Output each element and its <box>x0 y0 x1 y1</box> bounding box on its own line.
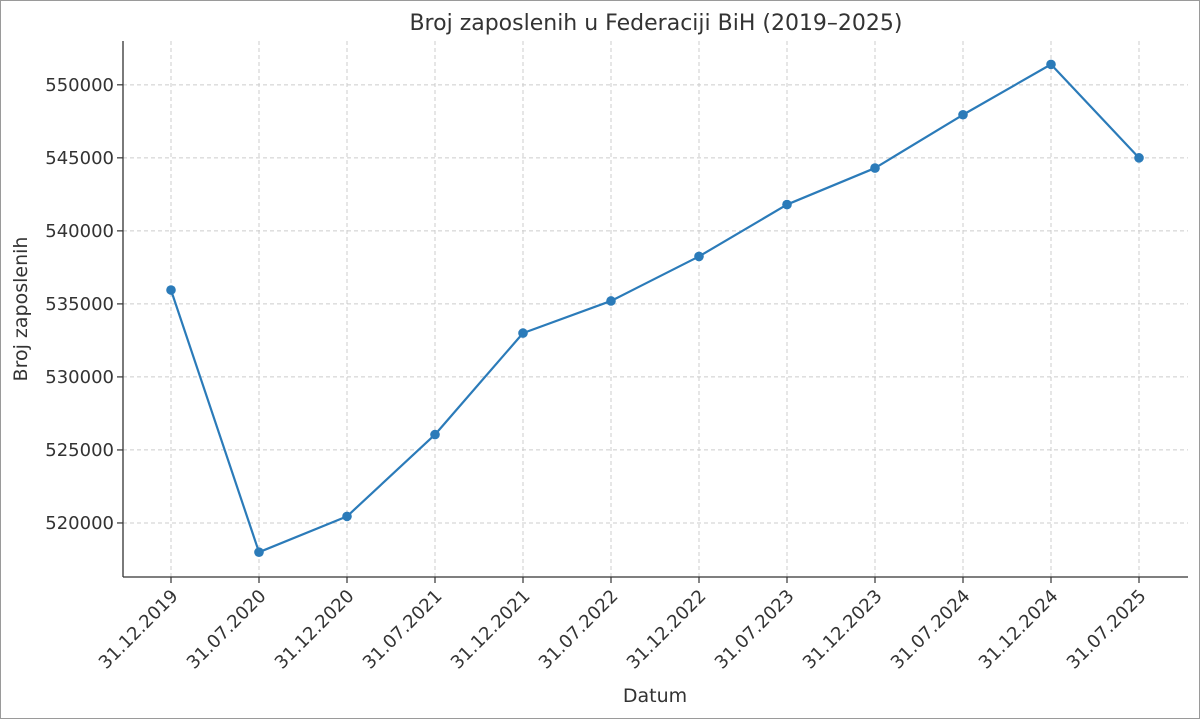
data-point <box>606 296 616 306</box>
y-axis-title: Broj zaposlenih <box>10 237 32 382</box>
data-point <box>518 328 528 338</box>
x-tick-label: 31.12.2020 <box>271 586 359 674</box>
x-ticks: 31.12.2019 31.07.2020 31.12.2020 31.07.2021… <box>95 577 1151 673</box>
data-point <box>782 199 792 210</box>
data-point <box>254 547 264 557</box>
data-point <box>694 251 704 262</box>
x-tick-label: 31.12.2019 <box>95 586 183 674</box>
y-tick-label: 530000 <box>45 367 114 388</box>
grid <box>123 41 1188 577</box>
x-tick-label: 31.07.2022 <box>535 586 623 674</box>
y-tick-label: 520000 <box>45 513 114 534</box>
data-point <box>430 429 440 440</box>
y-tick-label: 545000 <box>45 148 114 169</box>
data-point <box>1046 59 1056 70</box>
x-tick-label: 31.07.2025 <box>1063 586 1151 674</box>
y-tick-label: 550000 <box>45 75 114 96</box>
data-point <box>166 285 176 295</box>
series <box>166 59 1144 557</box>
x-tick-label: 31.07.2024 <box>887 586 975 674</box>
data-point <box>1134 153 1144 163</box>
y-tick-label: 535000 <box>45 294 114 315</box>
data-point <box>342 511 352 522</box>
x-tick-label: 31.12.2023 <box>799 586 887 674</box>
axes <box>122 41 1188 578</box>
x-tick-label: 31.12.2022 <box>623 586 711 674</box>
chart-title: Broj zaposlenih u Federaciji BiH (2019–2… <box>409 11 902 36</box>
x-tick-label: 31.07.2020 <box>183 586 271 674</box>
y-tick-label: 540000 <box>45 221 114 242</box>
data-point <box>958 109 968 120</box>
data-point <box>870 163 880 173</box>
x-axis-title: Datum <box>623 685 687 707</box>
x-tick-label: 31.12.2021 <box>447 586 535 674</box>
y-tick-label: 525000 <box>45 440 114 461</box>
y-ticks: 520000 525000 530000 535000 540000 545000 5500… <box>45 75 123 534</box>
x-tick-label: 31.07.2021 <box>359 586 447 674</box>
x-tick-label: 31.12.2024 <box>975 586 1063 674</box>
series-line <box>169 63 1140 554</box>
x-tick-label: 31.07.2023 <box>711 586 799 674</box>
